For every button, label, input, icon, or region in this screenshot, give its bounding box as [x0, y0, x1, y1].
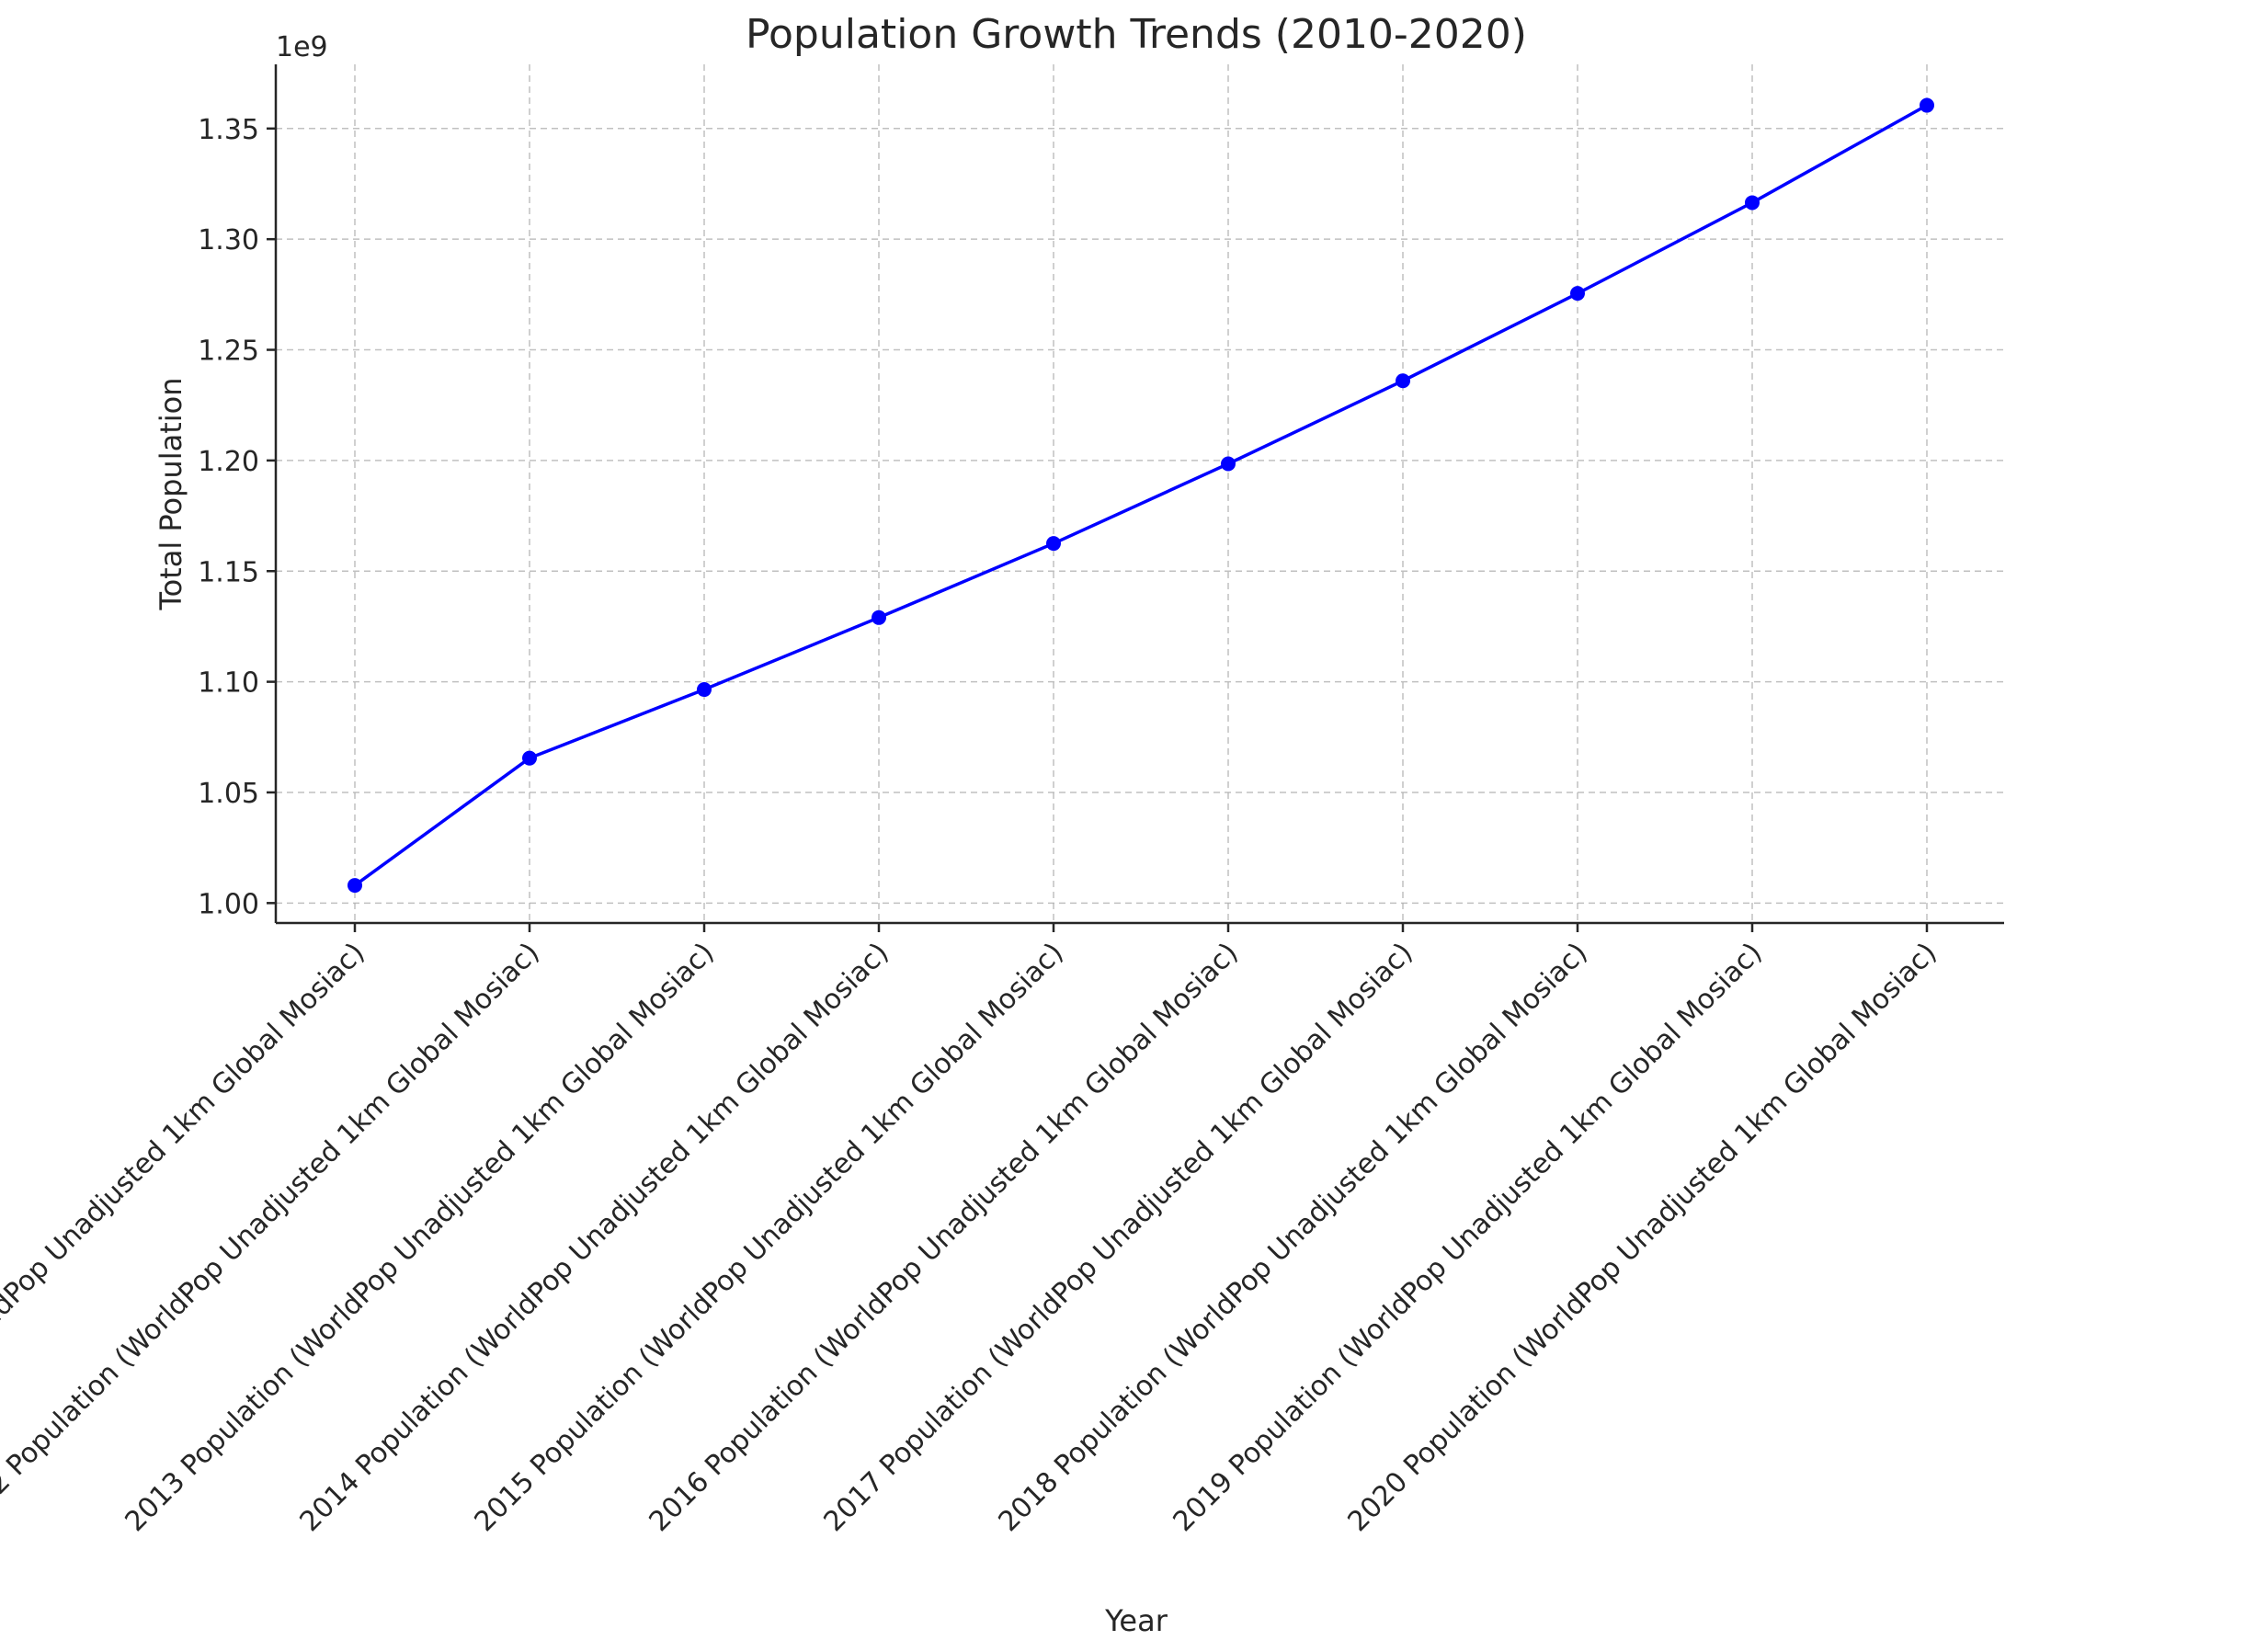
data-point: [872, 610, 886, 625]
y-tick-label: 1.10: [198, 667, 259, 700]
y-tick-label: 1.05: [198, 778, 259, 810]
data-point: [348, 878, 362, 894]
chart-title: Population Growth Trends (2010-2020): [746, 11, 1527, 58]
y-tick-label: 1.15: [198, 556, 259, 588]
x-axis-label: Year: [1104, 1603, 1168, 1638]
data-point: [522, 750, 537, 766]
x-tick-label: 2015 Population (WorldPop Unadjusted 1km…: [469, 937, 1070, 1538]
data-series: [348, 97, 1934, 894]
x-tick-label: 2014 Population (WorldPop Unadjusted 1km…: [294, 937, 895, 1538]
data-point: [1570, 286, 1585, 302]
x-tick-label: 2019 Population (WorldPop Unadjusted 1km…: [1168, 937, 1769, 1538]
data-point: [1046, 536, 1061, 552]
data-point: [1745, 195, 1760, 211]
grid-lines: [276, 64, 2004, 923]
axes: [267, 64, 2004, 932]
y-tick-label: 1.25: [198, 336, 259, 368]
data-point: [1221, 456, 1236, 472]
y-tick-label: 1.30: [198, 224, 259, 256]
data-point: [1920, 97, 1934, 113]
y-axis-offset-label: 1e9: [276, 31, 328, 63]
y-tick-label: 1.35: [198, 114, 259, 146]
series-line: [353, 104, 1928, 887]
x-tick-label: 2016 Population (WorldPop Unadjusted 1km…: [644, 937, 1245, 1538]
x-tick-label: 2017 Population (WorldPop Unadjusted 1km…: [818, 937, 1419, 1538]
y-axis-label: Total Population: [154, 377, 188, 610]
data-point: [1396, 373, 1410, 389]
x-tick-label: 2020 Population (WorldPop Unadjusted 1km…: [1342, 937, 1943, 1538]
x-tick-label: 2013 Population (WorldPop Unadjusted 1km…: [120, 937, 721, 1538]
data-point: [697, 682, 712, 698]
y-tick-label: 1.00: [198, 888, 259, 920]
y-tick-label: 1.20: [198, 446, 259, 478]
tick-labels: 1.001.051.101.151.201.251.301.352010 Pop…: [0, 114, 1943, 1538]
x-tick-label: 2018 Population (WorldPop Unadjusted 1km…: [993, 937, 1594, 1538]
